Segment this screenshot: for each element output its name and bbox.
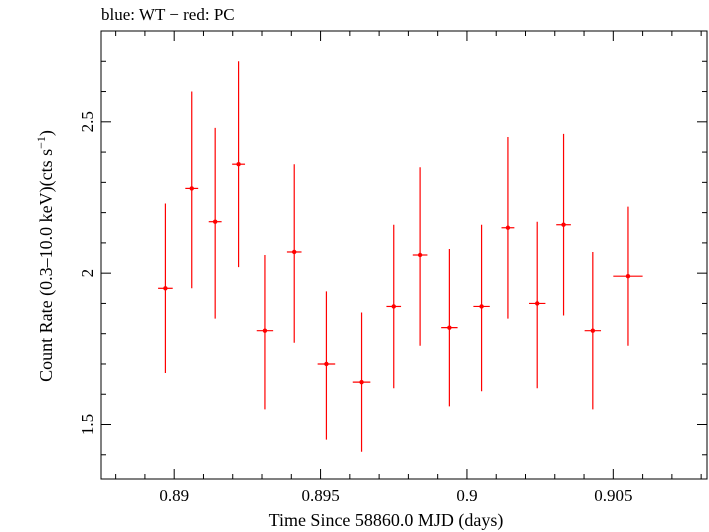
axis-ticks (101, 30, 707, 479)
y-axis-label-close: ) (36, 130, 57, 136)
data-point (352, 312, 371, 452)
y-tick-label: 1.5 (78, 414, 97, 435)
point-marker (535, 301, 540, 306)
data-point (232, 61, 246, 268)
y-axis-label: Count Rate (0.3–10.0 keV)(cts s−1) (34, 130, 57, 382)
data-point (256, 255, 274, 410)
data-points (158, 61, 643, 452)
data-point (158, 203, 173, 374)
point-marker (391, 304, 396, 309)
y-axis-label-main: Count Rate (0.3–10.0 keV)(cts s (36, 149, 57, 382)
data-point (185, 91, 199, 289)
data-point (286, 164, 302, 343)
point-marker (189, 186, 194, 191)
x-tick-label: 0.905 (594, 486, 632, 505)
data-point (529, 221, 546, 389)
point-marker (212, 219, 218, 224)
point-marker (625, 273, 631, 279)
point-marker (262, 328, 268, 333)
point-marker (505, 225, 511, 230)
y-axis-label-exponent: −1 (34, 136, 48, 149)
data-point (556, 133, 571, 316)
point-marker (292, 249, 297, 255)
point-marker (163, 286, 168, 291)
data-point (412, 167, 428, 346)
point-marker (561, 222, 566, 227)
data-point (317, 291, 336, 440)
point-marker (324, 361, 329, 367)
chart-title: blue: WT − red: PC (101, 5, 235, 24)
x-tick-label: 0.895 (301, 486, 339, 505)
point-marker (359, 379, 364, 385)
y-tick-label: 2 (78, 269, 97, 278)
data-point (584, 251, 602, 410)
x-axis-label: Time Since 58860.0 MJD (days) (269, 510, 504, 531)
data-point (441, 248, 458, 407)
x-tick-label: 0.89 (159, 486, 189, 505)
data-point (473, 224, 490, 392)
x-tick-label: 0.9 (456, 486, 477, 505)
y-tick-label: 2.5 (78, 111, 97, 132)
data-point (208, 127, 222, 319)
axis-tick-labels: 0.89 0.895 0.9 0.905 1.5 2 2.5 (78, 111, 632, 505)
data-point (501, 136, 515, 319)
data-point (386, 224, 402, 389)
point-marker (417, 252, 423, 258)
point-marker (479, 304, 484, 309)
point-marker (236, 161, 241, 167)
plot-frame (100, 30, 708, 480)
point-marker (447, 325, 452, 330)
point-marker (590, 328, 596, 333)
data-point (613, 206, 643, 346)
